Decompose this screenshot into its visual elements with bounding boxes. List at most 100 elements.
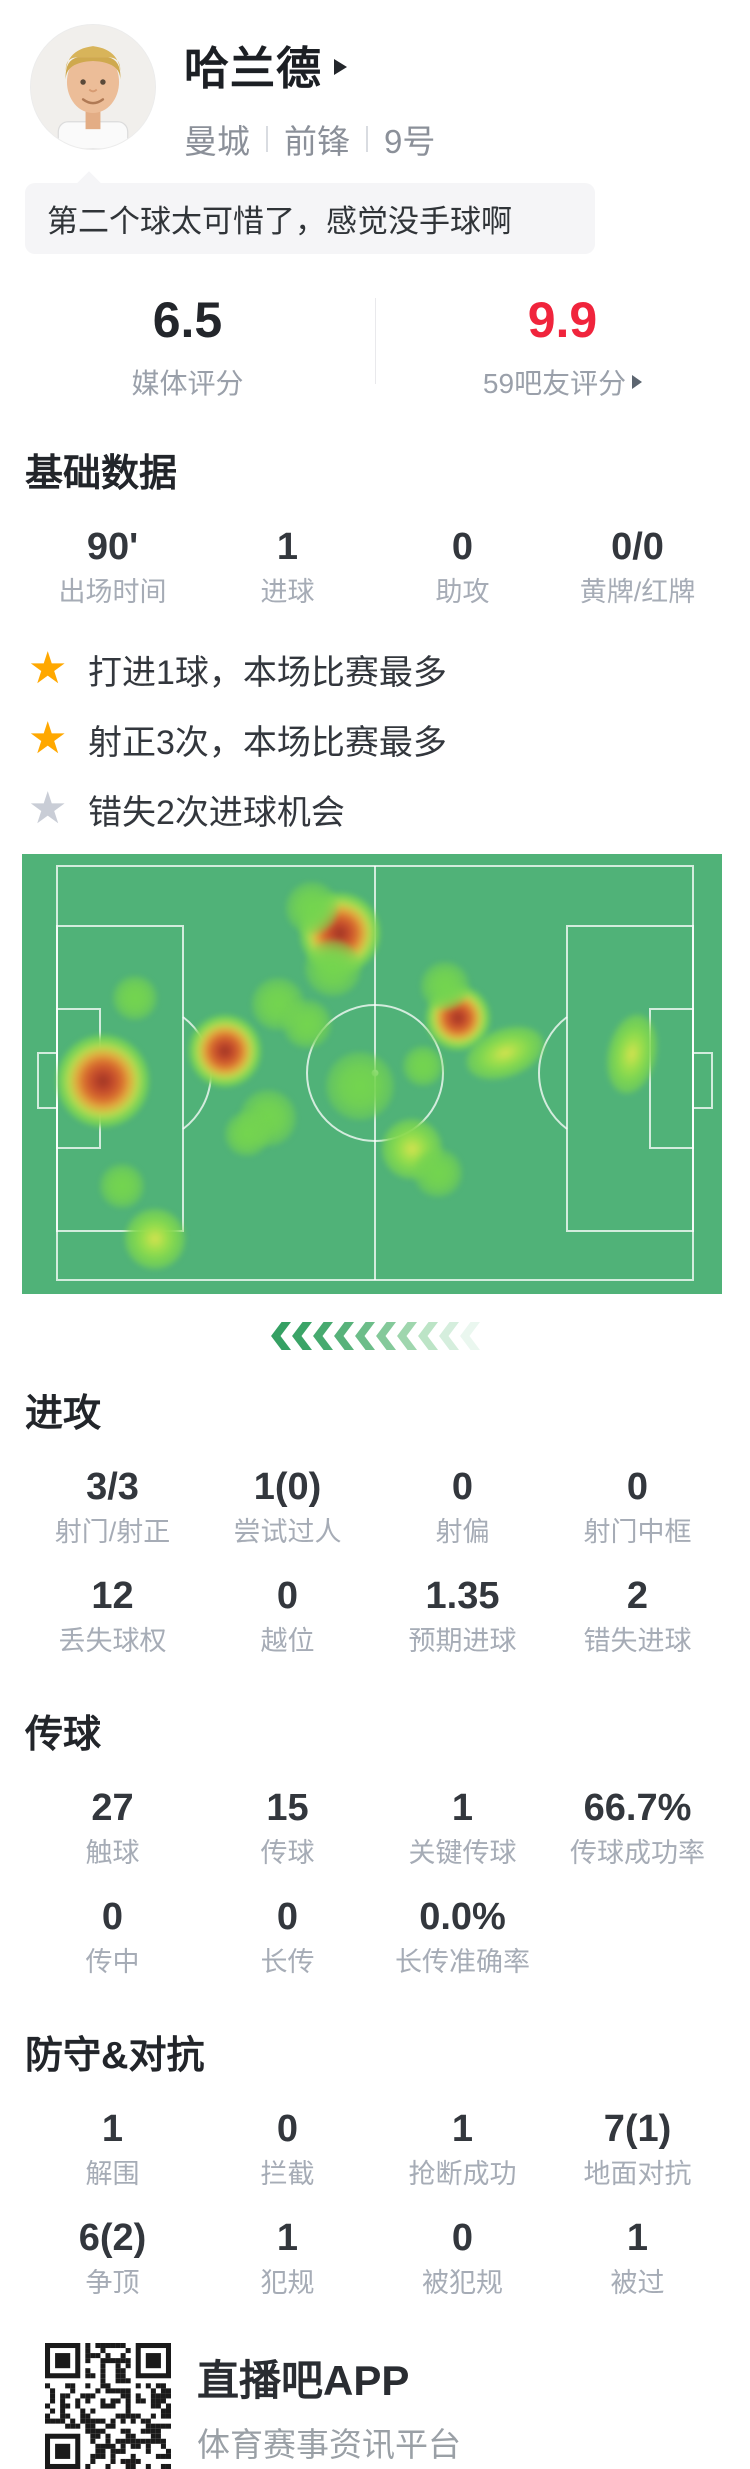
highlights-list: ★ 打进1球，本场比赛最多 ★ 射正3次，本场比赛最多 ★ 错失2次进球机会 [28, 634, 750, 844]
chevron-left-icon [376, 1322, 396, 1350]
player-avatar[interactable] [30, 24, 156, 150]
separator [266, 126, 268, 152]
stat-possession-lost: 12 丢失球权 [25, 1574, 200, 1657]
fans-rating[interactable]: 9.9 59吧友评分 [375, 294, 750, 402]
fans-rating-value: 9.9 [527, 292, 598, 348]
stat-long-ball-accuracy: 0.0% 长传准确率 [375, 1895, 550, 1978]
basic-stats-row: 90' 出场时间 1 进球 0 助攻 0/0 黄牌/红牌 [25, 525, 725, 608]
stat-value: 3/3 [86, 1466, 139, 1508]
stat-value: 6(2) [78, 2217, 147, 2259]
stat-value: 1 [276, 526, 299, 568]
stat-label: 拦截 [260, 2159, 315, 2189]
stat-value: 90' [86, 526, 139, 568]
section-title-passing: 传球 [25, 1714, 102, 1756]
stat-value: 0 [276, 1896, 299, 1938]
stat-dribbles: 1(0) 尝试过人 [200, 1465, 375, 1548]
stat-goals: 1 进球 [200, 525, 375, 608]
player-name: 哈兰德 [184, 43, 323, 94]
stat-label: 进球 [260, 577, 315, 607]
stat-label: 预期进球 [408, 1626, 517, 1656]
stat-label: 传中 [85, 1947, 140, 1977]
stat-label: 长传 [260, 1947, 315, 1977]
stat-clearances: 1 解围 [25, 2107, 200, 2190]
stat-value: 1(0) [253, 1466, 322, 1508]
stat-fouls: 1 犯规 [200, 2216, 375, 2299]
stat-minutes: 90' 出场时间 [25, 525, 200, 608]
ratings-row: 6.5 媒体评分 9.9 59吧友评分 [0, 294, 750, 402]
highlight-row: ★ 打进1球，本场比赛最多 [28, 634, 750, 704]
highlight-text: 打进1球，本场比赛最多 [88, 653, 447, 692]
stat-shots-off: 0 射偏 [375, 1465, 550, 1548]
stat-assists: 0 助攻 [375, 525, 550, 608]
vertical-divider [375, 298, 376, 384]
stat-label: 解围 [85, 2159, 140, 2189]
stat-value: 7(1) [603, 2108, 672, 2150]
stat-value: 0 [626, 1466, 649, 1508]
passing-row-2: 0 传中 0 长传 0.0% 长传准确率 [25, 1895, 725, 1978]
stat-label: 助攻 [435, 577, 490, 607]
stat-touches: 27 触球 [25, 1786, 200, 1869]
attack-row-2: 12 丢失球权 0 越位 1.35 预期进球 2 错失进球 [25, 1574, 725, 1657]
stat-fouled: 0 被犯规 [375, 2216, 550, 2299]
section-title-attack: 进攻 [25, 1393, 102, 1435]
player-number: 9号 [384, 123, 436, 160]
stat-value: 1 [451, 2108, 474, 2150]
stat-shots: 3/3 射门/射正 [25, 1465, 200, 1548]
stat-value: 0 [276, 2108, 299, 2150]
stat-label: 被过 [610, 2268, 665, 2298]
stat-offsides: 0 越位 [200, 1574, 375, 1657]
media-rating-value: 6.5 [152, 292, 223, 348]
stat-label: 犯规 [260, 2268, 315, 2298]
stat-ground-duels: 7(1) 地面对抗 [550, 2107, 725, 2190]
avatar-illustration [31, 25, 155, 149]
stat-value: 1 [101, 2108, 124, 2150]
stat-pass-accuracy: 66.7% 传球成功率 [550, 1786, 725, 1869]
stat-label: 黄牌/红牌 [579, 577, 696, 607]
player-name-row[interactable]: 哈兰德 [184, 32, 435, 97]
passing-row-1: 27 触球 15 传球 1 关键传球 66.7% 传球成功率 [25, 1786, 725, 1869]
player-subtitle: 曼城 前锋 9号 [184, 115, 435, 163]
chevron-left-icon [460, 1322, 480, 1350]
stat-label: 射门/射正 [54, 1517, 171, 1547]
stat-value: 1.35 [425, 1575, 500, 1617]
stat-label: 丢失球权 [58, 1626, 167, 1656]
stat-value: 0 [451, 2217, 474, 2259]
stat-interceptions: 0 拦截 [200, 2107, 375, 2190]
stat-label: 抢断成功 [408, 2159, 517, 2189]
stat-label: 触球 [85, 1838, 140, 1868]
stat-value: 12 [91, 1575, 134, 1617]
stat-dribbled-past: 1 被过 [550, 2216, 725, 2299]
player-header: 哈兰德 曼城 前锋 9号 [0, 0, 750, 163]
chevron-right-icon [632, 375, 643, 389]
stat-value: 0/0 [611, 526, 664, 568]
stat-label: 长传准确率 [395, 1947, 530, 1977]
separator [366, 126, 368, 152]
stat-value: 66.7% [583, 1787, 692, 1829]
fans-rating-label: 59吧友评分 [482, 368, 627, 399]
app-footer: 直播吧APP 体育赛事资讯平台 [45, 2343, 750, 2469]
stat-value: 15 [266, 1787, 309, 1829]
media-rating-label: 媒体评分 [131, 368, 244, 399]
stat-big-chances-missed: 2 错失进球 [550, 1574, 725, 1657]
stat-xg: 1.35 预期进球 [375, 1574, 550, 1657]
attack-row-1: 3/3 射门/射正 1(0) 尝试过人 0 射偏 0 射门中框 [25, 1465, 725, 1548]
stat-value: 0 [451, 526, 474, 568]
highlight-text: 射正3次，本场比赛最多 [88, 723, 447, 762]
highlight-text: 错失2次进球机会 [88, 793, 345, 832]
chevron-left-icon [355, 1322, 375, 1350]
highlight-row: ★ 射正3次，本场比赛最多 [28, 704, 750, 774]
stat-aerial-duels: 6(2) 争顶 [25, 2216, 200, 2299]
player-info: 哈兰德 曼城 前锋 9号 [184, 24, 435, 163]
comment-bubble: 第二个球太可惜了，感觉没手球啊 [25, 183, 595, 254]
attack-direction-arrows [0, 1322, 750, 1350]
comment-text: 第二个球太可惜了，感觉没手球啊 [47, 204, 512, 239]
section-title-defense: 防守&对抗 [25, 2035, 205, 2077]
stat-value: 1 [626, 2217, 649, 2259]
stat-label: 出场时间 [58, 577, 167, 607]
stat-label: 尝试过人 [233, 1517, 342, 1547]
app-tagline: 体育赛事资讯平台 [197, 2425, 461, 2463]
chevron-left-icon [313, 1322, 333, 1350]
stat-tackles-won: 1 抢断成功 [375, 2107, 550, 2190]
stat-value: 0 [276, 1575, 299, 1617]
stat-cards: 0/0 黄牌/红牌 [550, 525, 725, 608]
